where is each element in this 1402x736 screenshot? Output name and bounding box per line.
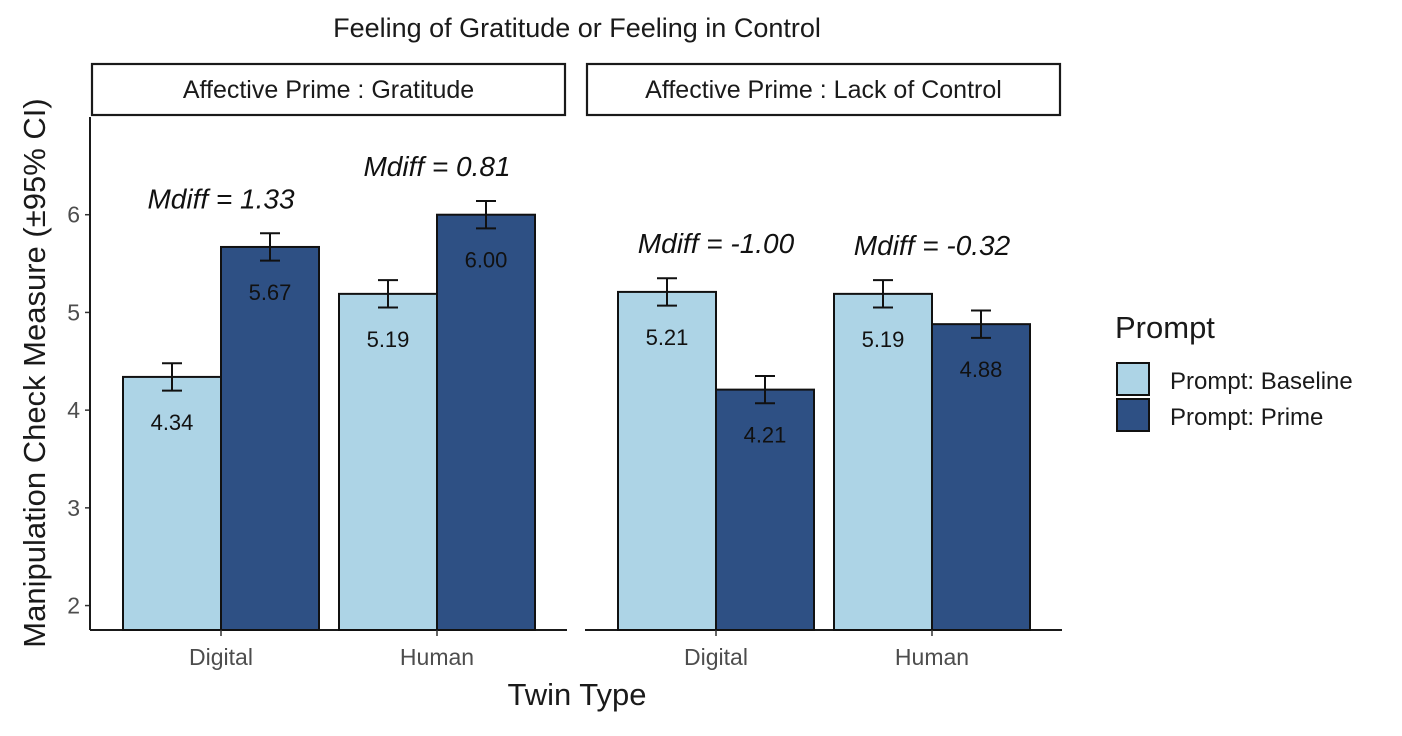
- y-axis-title: Manipulation Check Measure (±95% CI): [17, 98, 52, 647]
- strip-label: Affective Prime : Lack of Control: [645, 76, 1002, 104]
- y-tick-label: 6: [67, 202, 80, 228]
- facet-panels: Affective Prime : Gratitude 4.34 5.67 Mdiff…: [89, 62, 1062, 670]
- y-tick-label: 3: [67, 495, 80, 521]
- mdiff-annotation: Mdiff = -0.32: [854, 230, 1011, 261]
- panel: Affective Prime : Lack of Control 5.21 4.2…: [585, 62, 1062, 670]
- mdiff-annotation: Mdiff = 0.81: [363, 151, 510, 182]
- bar-value-label: 4.21: [744, 423, 787, 448]
- x-tick-label: Human: [400, 644, 474, 670]
- legend-label: Prompt: Prime: [1170, 404, 1323, 431]
- bar-value-label: 5.19: [862, 327, 905, 352]
- x-tick-label: Digital: [684, 644, 748, 670]
- x-tick-label: Human: [895, 644, 969, 670]
- bar-value-label: 5.19: [367, 327, 410, 352]
- chart-title: Feeling of Gratitude or Feeling in Contr…: [333, 13, 821, 43]
- bar-value-label: 4.88: [960, 357, 1003, 382]
- bar-value-label: 5.21: [646, 325, 689, 350]
- bar: [436, 213, 536, 631]
- strip-box: [585, 62, 1062, 117]
- y-tick-label: 2: [67, 593, 80, 619]
- y-tick-label: 4: [67, 397, 80, 423]
- legend: Prompt Prompt: Baseline Prompt: Prime: [1115, 310, 1353, 432]
- bar-value-label: 4.34: [151, 410, 194, 435]
- bar: [220, 245, 320, 632]
- bar: [931, 323, 1031, 631]
- y-axis: 2 3 4 5 6: [67, 202, 90, 619]
- strip-label: Affective Prime : Gratitude: [183, 76, 474, 104]
- legend-key: [1116, 362, 1150, 396]
- mdiff-annotation: Mdiff = -1.00: [638, 228, 795, 259]
- legend-key: [1116, 398, 1150, 432]
- legend-label: Prompt: Baseline: [1170, 368, 1353, 395]
- mdiff-annotation: Mdiff = 1.33: [147, 183, 295, 214]
- bar-value-label: 5.67: [249, 280, 292, 305]
- bar: [122, 375, 222, 632]
- bar: [833, 292, 933, 631]
- bar: [617, 290, 717, 631]
- bar-value-label: 6.00: [465, 248, 508, 273]
- x-tick-label: Digital: [189, 644, 253, 670]
- panel: Affective Prime : Gratitude 4.34 5.67 Mdiff…: [89, 62, 567, 670]
- y-tick-label: 5: [67, 299, 80, 325]
- bar: [715, 388, 815, 631]
- x-axis-title: Twin Type: [507, 677, 646, 712]
- strip-box: [90, 62, 567, 117]
- legend-title: Prompt: [1115, 310, 1215, 345]
